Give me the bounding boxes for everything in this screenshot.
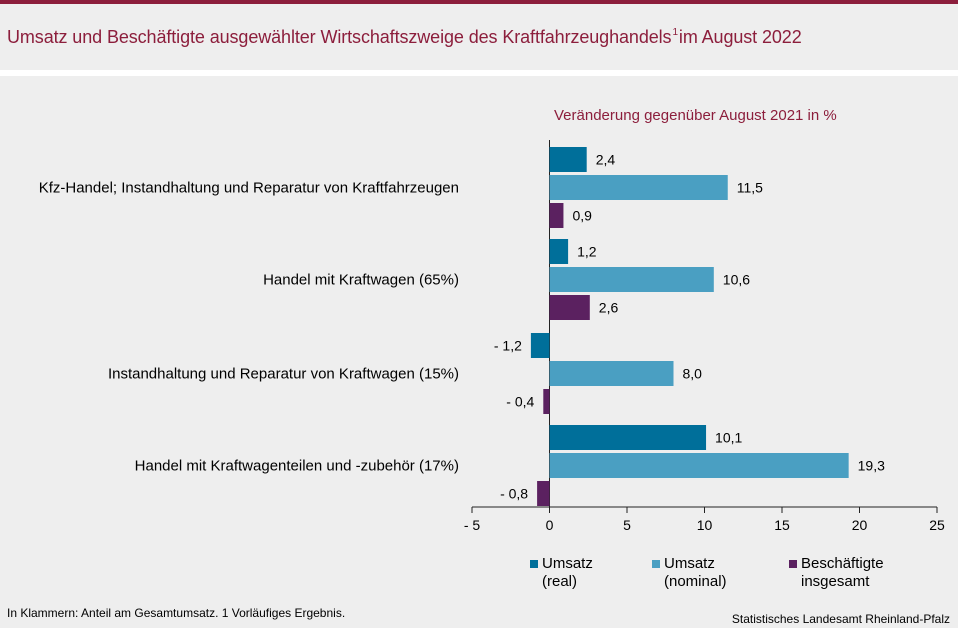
data-label: 2,4 bbox=[596, 152, 616, 168]
category-label: Kfz-Handel; Instandhaltung und Reparatur… bbox=[39, 180, 459, 197]
legend-swatch-beschaeftigte bbox=[789, 560, 797, 568]
legend-label-umsatz-nominal: Umsatz (nominal) bbox=[664, 555, 727, 590]
data-label: 2,6 bbox=[599, 300, 619, 316]
x-tick-label: 20 bbox=[852, 517, 868, 533]
legend-swatch-umsatz-nominal bbox=[652, 560, 660, 568]
x-tick-label: 15 bbox=[774, 517, 790, 533]
bar bbox=[549, 295, 590, 320]
bar bbox=[549, 147, 587, 172]
category-label: Handel mit Kraftwagen (65%) bbox=[263, 272, 459, 289]
x-tick-label: 25 bbox=[929, 517, 945, 533]
data-label: 10,1 bbox=[715, 430, 742, 446]
x-tick-label: 0 bbox=[546, 517, 554, 533]
top-rule bbox=[0, 0, 958, 4]
bar bbox=[537, 481, 550, 506]
data-label: - 1,2 bbox=[494, 338, 522, 354]
source-note: Statistisches Landesamt Rheinland-Pfalz bbox=[731, 612, 950, 626]
x-tick-label: - 5 bbox=[464, 517, 481, 533]
bar bbox=[549, 425, 707, 450]
bar bbox=[549, 175, 728, 200]
header-separator bbox=[0, 70, 958, 76]
chart-subtitle: Veränderung gegenüber August 2021 in % bbox=[554, 107, 837, 124]
bar bbox=[543, 389, 550, 414]
data-label: 1,2 bbox=[577, 244, 597, 260]
data-label: - 0,8 bbox=[500, 486, 528, 502]
legend-swatch-umsatz-real bbox=[530, 560, 538, 568]
legend-label-umsatz-real: Umsatz (real) bbox=[542, 555, 593, 590]
bar bbox=[549, 267, 714, 292]
page-title: Umsatz und Beschäftigte ausgewählter Wir… bbox=[7, 27, 802, 47]
bar bbox=[549, 239, 569, 264]
bar bbox=[549, 361, 674, 386]
data-label: 19,3 bbox=[858, 458, 885, 474]
data-label: - 0,4 bbox=[506, 394, 534, 410]
x-tick-label: 5 bbox=[623, 517, 631, 533]
legend-label-beschaeftigte: Beschäftigte insgesamt bbox=[801, 555, 884, 590]
data-label: 10,6 bbox=[723, 272, 750, 288]
data-label: 8,0 bbox=[683, 366, 703, 382]
bar bbox=[549, 203, 564, 228]
data-label: 0,9 bbox=[572, 208, 592, 224]
data-label: 11,5 bbox=[737, 180, 763, 196]
category-label: Instandhaltung und Reparatur von Kraftwa… bbox=[108, 366, 459, 383]
category-label: Handel mit Kraftwagenteilen und -zubehör… bbox=[135, 458, 459, 475]
bar bbox=[530, 333, 550, 358]
bar bbox=[549, 453, 849, 478]
x-tick-label: 10 bbox=[697, 517, 713, 533]
footnote: In Klammern: Anteil am Gesamtumsatz. 1 V… bbox=[7, 606, 346, 620]
